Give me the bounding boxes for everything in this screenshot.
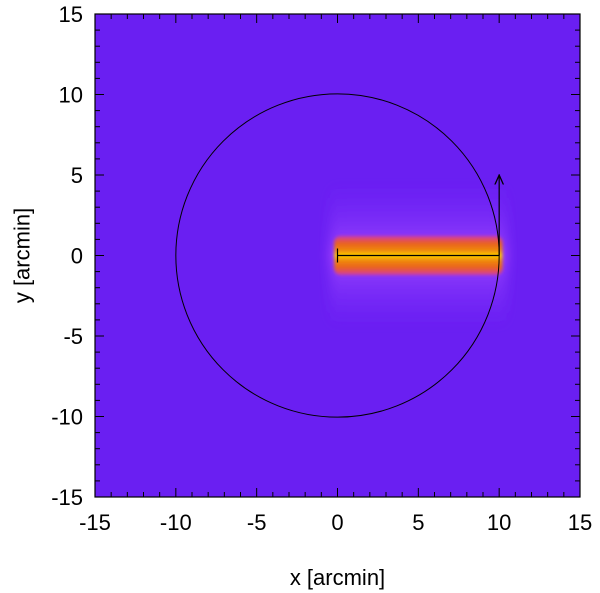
y-tick-labels: -15 -10 -5 0 5 10 15: [51, 2, 83, 510]
y-tick-label: 10: [59, 83, 83, 108]
y-tick-label: 5: [71, 163, 83, 188]
x-tick-label: 5: [412, 510, 424, 535]
x-tick-label: -5: [247, 510, 267, 535]
x-tick-label: 15: [568, 510, 592, 535]
x-tick-label: -10: [160, 510, 192, 535]
x-tick-label: 0: [331, 510, 343, 535]
y-tick-label: 15: [59, 2, 83, 27]
y-tick-label: -10: [51, 405, 83, 430]
y-tick-label: -5: [63, 324, 83, 349]
x-tick-labels: -15 -10 -5 0 5 10 15: [79, 510, 592, 535]
y-tick-label: -15: [51, 485, 83, 510]
plot-frame: [94, 13, 581, 498]
x-axis-label: x [arcmin]: [290, 565, 385, 590]
y-axis-label: y [arcmin]: [10, 208, 35, 303]
y-tick-label: 0: [71, 244, 83, 269]
x-tick-label: 10: [487, 510, 511, 535]
x-tick-label: -15: [79, 510, 111, 535]
